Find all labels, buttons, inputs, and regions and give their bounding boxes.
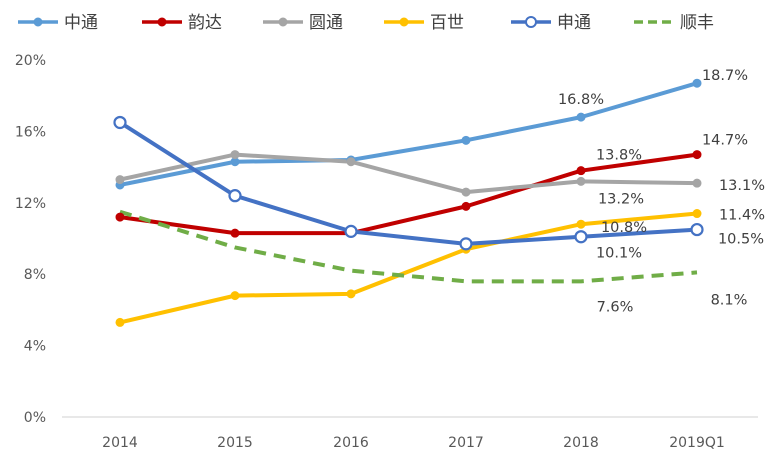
legend-item: 韵达: [142, 13, 222, 33]
data-point: [461, 201, 471, 211]
legend-item: 申通: [511, 13, 591, 33]
legend-item: 圆通: [263, 13, 343, 33]
data-label: 13.1%: [719, 178, 765, 194]
data-point: [113, 115, 127, 130]
data-point: [576, 166, 586, 176]
legend-marker: [157, 17, 167, 27]
data-point: [346, 289, 356, 299]
data-label: 14.7%: [702, 133, 748, 149]
data-point: [576, 112, 586, 122]
data-label: 16.8%: [558, 92, 604, 108]
data-label: 7.6%: [597, 299, 634, 315]
data-label: 13.8%: [596, 148, 642, 164]
data-label: 18.7%: [702, 68, 748, 84]
series-line: [118, 120, 699, 246]
y-tick-label: 0%: [24, 410, 46, 426]
y-tick-label: 8%: [24, 267, 46, 283]
data-point: [692, 150, 702, 160]
data-point: [115, 212, 125, 222]
x-tick-label: 2018: [563, 435, 599, 451]
data-label: 10.8%: [601, 220, 647, 236]
data-label: 10.1%: [596, 246, 642, 262]
x-tick-label: 2019Q1: [669, 435, 725, 451]
x-tick-label: 2017: [448, 435, 484, 451]
legend-marker: [399, 17, 409, 27]
legend-label: 圆通: [309, 13, 343, 33]
x-tick-label: 2016: [333, 435, 369, 451]
legend-marker: [278, 17, 288, 27]
legend-label: 中通: [64, 13, 98, 33]
x-tick-label: 2014: [102, 435, 138, 451]
series-line: [119, 209, 698, 284]
data-point: [230, 150, 240, 160]
data-label: 13.2%: [598, 191, 644, 207]
data-label: 11.4%: [719, 208, 765, 224]
data-point: [461, 187, 471, 197]
data-point: [346, 157, 356, 167]
series-line: [118, 211, 699, 325]
legend-label: 百世: [430, 13, 464, 33]
data-point: [692, 78, 702, 88]
series-lines: [118, 81, 699, 325]
data-point: [692, 178, 702, 188]
data-point: [461, 135, 471, 145]
series-line: [118, 81, 699, 187]
y-tick-label: 20%: [15, 53, 46, 69]
data-point: [692, 209, 702, 219]
data-point: [690, 222, 704, 237]
series-line: [118, 152, 699, 195]
data-point: [230, 228, 240, 238]
data-point: [344, 224, 358, 238]
data-point: [115, 175, 125, 185]
y-tick-label: 16%: [15, 124, 46, 140]
legend-item: 顺丰: [634, 13, 714, 33]
legend-label: 韵达: [188, 13, 222, 33]
axes: 0% 4% 8% 12% 16% 20% 2014 2015 2016 2017 2018 2019Q…: [15, 53, 758, 451]
data-point: [228, 189, 242, 203]
data-label: 8.1%: [711, 292, 748, 308]
legend-marker: [33, 17, 43, 27]
legend: 中通 韵达 圆通 百世 申通 顺丰: [18, 13, 714, 33]
series-line: [118, 152, 699, 236]
data-point: [574, 230, 588, 244]
data-label: 10.5%: [718, 232, 764, 248]
legend-item: 中通: [18, 13, 98, 33]
y-tick-label: 4%: [24, 339, 46, 355]
data-point: [576, 219, 586, 229]
series-markers: [113, 78, 704, 327]
y-tick-label: 12%: [15, 196, 46, 212]
legend-marker: [525, 16, 537, 28]
legend-label: 顺丰: [680, 13, 714, 33]
legend-label: 申通: [557, 13, 591, 33]
legend-item: 百世: [384, 13, 464, 33]
data-point: [459, 237, 473, 251]
data-labels: 16.8% 18.7% 13.8% 14.7% 13.2% 13.1% 10.8% 11.4%…: [558, 68, 765, 315]
data-point: [230, 291, 240, 301]
x-tick-label: 2015: [217, 435, 253, 451]
data-point: [576, 176, 586, 186]
data-point: [115, 317, 125, 327]
